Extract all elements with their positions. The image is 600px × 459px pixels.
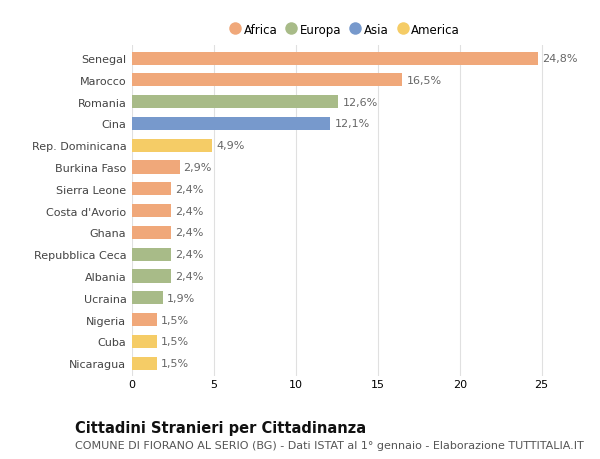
Bar (132, 226, 172, 240)
Bar (132, 291, 163, 305)
Text: 1,5%: 1,5% (161, 358, 189, 368)
Text: Cittadini Stranieri per Cittadinanza: Cittadini Stranieri per Cittadinanza (75, 420, 366, 435)
Text: 12,6%: 12,6% (343, 97, 378, 107)
Text: 2,4%: 2,4% (175, 206, 204, 216)
Bar (132, 161, 179, 174)
Bar (132, 96, 338, 109)
Text: 1,5%: 1,5% (161, 315, 189, 325)
Text: 24,8%: 24,8% (542, 54, 578, 64)
Bar (132, 205, 172, 218)
Text: 4,9%: 4,9% (217, 141, 245, 151)
Bar (132, 140, 212, 152)
Text: 2,4%: 2,4% (175, 228, 204, 238)
Text: COMUNE DI FIORANO AL SERIO (BG) - Dati ISTAT al 1° gennaio - Elaborazione TUTTIT: COMUNE DI FIORANO AL SERIO (BG) - Dati I… (75, 440, 584, 450)
Bar (132, 52, 538, 66)
Bar (132, 118, 330, 131)
Legend: Africa, Europa, Asia, America: Africa, Europa, Asia, America (226, 19, 464, 41)
Text: 2,4%: 2,4% (175, 250, 204, 260)
Bar (132, 335, 157, 348)
Text: 2,4%: 2,4% (175, 185, 204, 195)
Bar (132, 313, 157, 326)
Bar (132, 248, 172, 261)
Text: 1,9%: 1,9% (167, 293, 196, 303)
Bar (132, 74, 403, 87)
Text: 2,4%: 2,4% (175, 271, 204, 281)
Text: 16,5%: 16,5% (406, 76, 442, 86)
Bar (132, 270, 172, 283)
Bar (132, 357, 157, 370)
Text: 1,5%: 1,5% (161, 336, 189, 347)
Text: 12,1%: 12,1% (334, 119, 370, 129)
Text: 2,9%: 2,9% (184, 162, 212, 173)
Bar (132, 183, 172, 196)
